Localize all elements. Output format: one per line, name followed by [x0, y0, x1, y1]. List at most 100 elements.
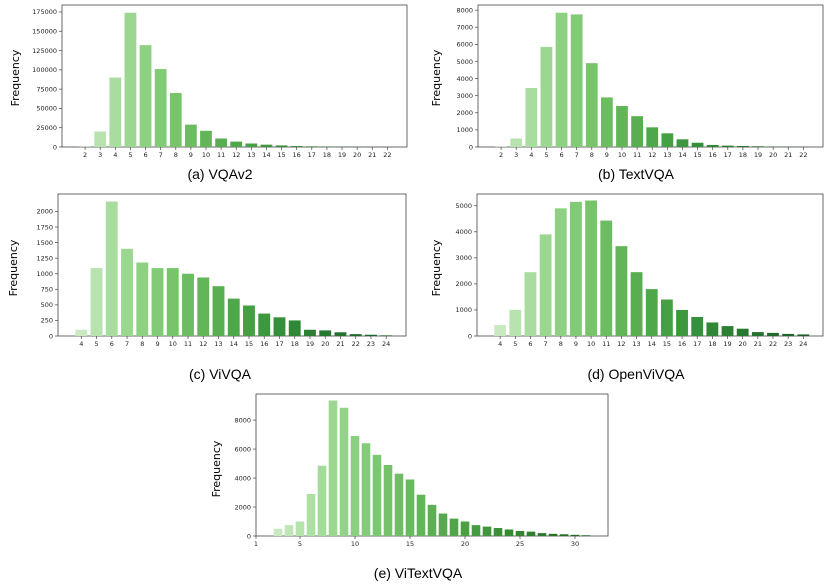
y-tick-label: 100000 — [32, 66, 57, 74]
x-tick-label: 11 — [217, 151, 225, 159]
bar — [767, 332, 779, 336]
x-tick-label: 2 — [83, 151, 87, 159]
bar — [554, 208, 567, 336]
y-tick-label: 2000 — [234, 503, 251, 511]
y-tick-label: 8000 — [456, 6, 473, 14]
x-tick-label: 20 — [321, 340, 329, 348]
bar — [328, 400, 338, 536]
bar — [215, 138, 228, 147]
x-tick-label: 11 — [184, 340, 192, 348]
bar — [676, 139, 689, 147]
bar — [737, 145, 749, 147]
bar — [154, 69, 167, 147]
y-tick-label: 50000 — [36, 105, 57, 113]
bar — [182, 273, 194, 336]
x-tick-label: 24 — [382, 340, 390, 348]
bar — [121, 248, 133, 336]
x-tick-label: 17 — [693, 340, 701, 348]
bar — [581, 535, 591, 536]
bar — [706, 144, 719, 147]
x-tick-label: 22 — [769, 340, 777, 348]
bar — [349, 334, 362, 336]
bar — [660, 299, 673, 336]
bar — [284, 525, 294, 536]
x-tick-label: 4 — [113, 151, 117, 159]
bar — [94, 131, 107, 147]
x-tick-label: 5 — [298, 540, 302, 548]
y-tick-label: 0 — [469, 143, 473, 151]
x-tick-label: 17 — [275, 340, 283, 348]
chart-caption: (b) TextVQA — [598, 166, 675, 182]
x-tick-label: 18 — [739, 151, 747, 159]
y-tick-label: 4000 — [234, 474, 251, 482]
bar — [515, 530, 525, 536]
x-tick-label: 23 — [367, 340, 375, 348]
bar — [752, 146, 764, 147]
y-tick-label: 75000 — [36, 85, 57, 93]
x-tick-label: 14 — [648, 340, 656, 348]
x-tick-label: 10 — [169, 340, 177, 348]
bar — [405, 479, 415, 536]
x-tick-label: 9 — [189, 151, 193, 159]
x-tick-label: 14 — [678, 151, 686, 159]
x-tick-label: 12 — [617, 340, 625, 348]
x-tick-label: 19 — [723, 340, 731, 348]
y-tick-label: 0 — [468, 332, 472, 340]
y-tick-label: 5000 — [456, 58, 473, 66]
y-tick-label: 2000 — [36, 208, 53, 216]
x-tick-label: 13 — [247, 151, 255, 159]
bar — [559, 534, 569, 536]
bar — [273, 317, 286, 336]
bar — [139, 45, 152, 148]
bar — [630, 272, 643, 336]
x-tick-label: 13 — [663, 151, 671, 159]
x-tick-label: 20 — [739, 340, 747, 348]
y-tick-label: 4000 — [456, 75, 473, 83]
bar — [427, 504, 437, 536]
bar — [661, 133, 674, 147]
y-tick-label: 1000 — [456, 126, 473, 134]
bar — [504, 529, 514, 536]
x-tick-label: 22 — [799, 151, 807, 159]
x-tick-label: 16 — [260, 340, 268, 348]
bar — [319, 330, 332, 336]
x-tick-label: 16 — [293, 151, 301, 159]
bar — [416, 494, 426, 536]
bar — [105, 201, 118, 336]
bar — [721, 145, 734, 147]
bar — [212, 286, 225, 336]
x-tick-label: 4 — [498, 340, 502, 348]
bar — [585, 63, 598, 148]
y-tick-label: 125000 — [32, 47, 57, 55]
bar — [631, 116, 644, 147]
x-tick-label: 11 — [602, 340, 610, 348]
x-tick-label: 14 — [230, 340, 238, 348]
x-tick-label: 20 — [353, 151, 361, 159]
x-tick-label: 10 — [618, 151, 626, 159]
bar — [510, 138, 523, 147]
x-tick-label: 11 — [633, 151, 641, 159]
bar — [334, 332, 347, 336]
x-tick-label: 19 — [306, 340, 314, 348]
x-tick-label: 12 — [232, 151, 240, 159]
bar — [438, 513, 448, 536]
bar — [482, 526, 492, 536]
bar — [184, 124, 197, 147]
bar — [493, 528, 503, 536]
chart-caption: (d) OpenViVQA — [587, 366, 685, 382]
bar — [540, 46, 553, 147]
bar — [200, 130, 212, 147]
bar — [570, 201, 582, 336]
chart-panel-vqav2: 0 25000 50000 75000 100000 125000 150000 175000… — [9, 4, 408, 182]
y-tick-label: 1500 — [36, 239, 53, 247]
bar — [797, 334, 810, 336]
x-tick-label: 6 — [110, 340, 114, 348]
y-tick-label: 1750 — [36, 223, 53, 231]
x-tick-label: 6 — [528, 340, 532, 348]
bar — [537, 533, 547, 536]
bar — [124, 12, 137, 147]
x-tick-label: 8 — [140, 340, 144, 348]
y-tick-label: 0 — [53, 143, 57, 151]
x-tick-label: 20 — [461, 540, 469, 548]
x-tick-label: 13 — [632, 340, 640, 348]
